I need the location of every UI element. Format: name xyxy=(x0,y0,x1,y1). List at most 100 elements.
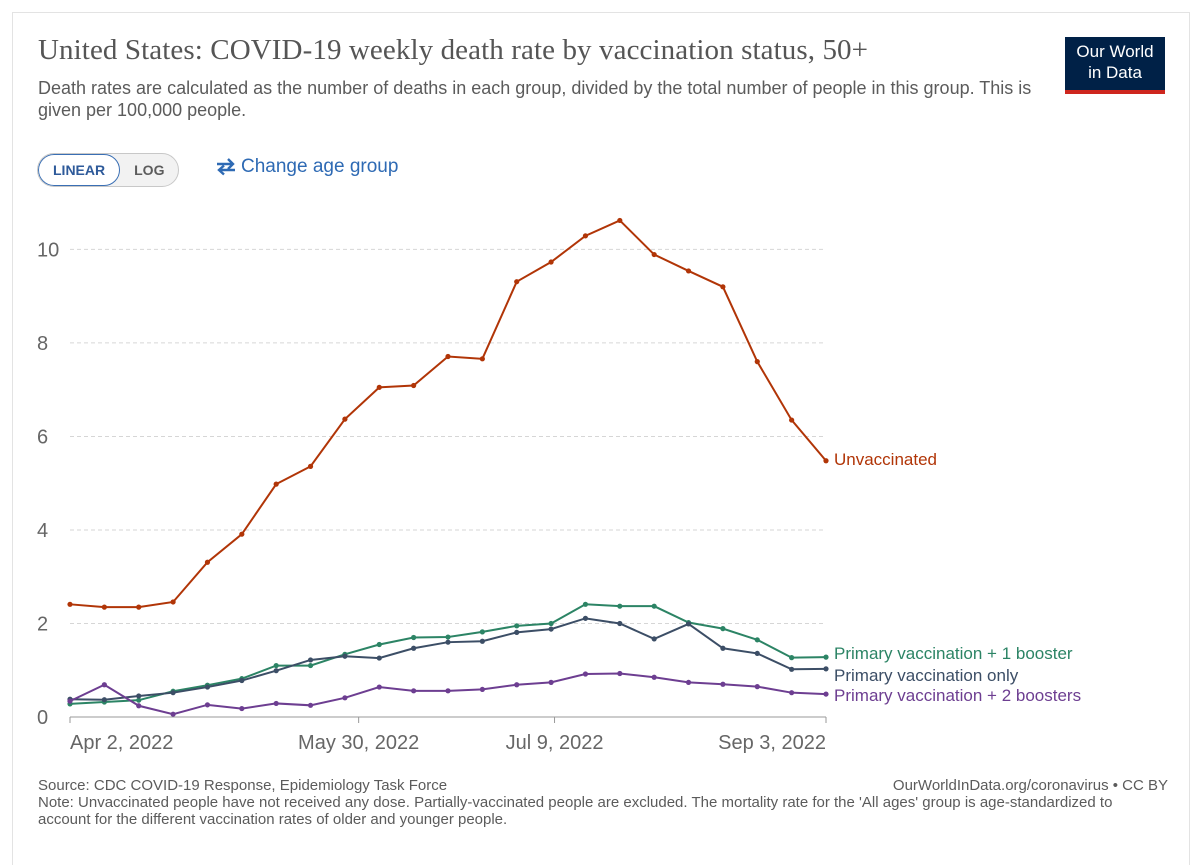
data-point xyxy=(582,233,589,239)
data-point xyxy=(376,655,382,661)
note-text: Note: Unvaccinated people have not recei… xyxy=(38,794,1113,828)
data-point xyxy=(307,662,314,669)
data-point xyxy=(754,637,760,643)
data-point xyxy=(651,674,657,680)
series-line xyxy=(69,672,827,716)
data-point xyxy=(685,679,692,685)
data-point xyxy=(685,621,692,627)
swap-arrows-icon xyxy=(217,158,235,176)
data-point xyxy=(617,670,623,677)
data-point xyxy=(514,623,520,629)
data-point xyxy=(754,684,760,690)
data-point xyxy=(239,531,245,537)
series-label: Primary vaccination only xyxy=(834,666,1019,685)
data-point xyxy=(376,384,382,390)
data-point xyxy=(307,463,314,469)
data-point xyxy=(67,698,73,704)
change-age-group-label: Change age group xyxy=(241,156,399,177)
scale-toggle: LINEAR LOG xyxy=(37,153,180,187)
data-point xyxy=(720,284,726,290)
data-point xyxy=(411,645,417,651)
data-point xyxy=(754,650,760,657)
log-scale-button[interactable]: LOG xyxy=(134,162,165,178)
data-point xyxy=(307,702,314,708)
x-tick-label: Jul 9, 2022 xyxy=(506,732,604,754)
data-point xyxy=(273,668,279,674)
data-point xyxy=(651,636,657,642)
y-tick-label: 10 xyxy=(37,239,59,261)
data-point xyxy=(136,697,142,703)
data-point xyxy=(445,688,451,694)
data-point xyxy=(651,603,657,609)
x-tick-label: May 30, 2022 xyxy=(298,732,419,754)
data-point xyxy=(823,654,829,660)
y-tick-label: 2 xyxy=(37,613,48,635)
data-point xyxy=(514,279,520,285)
data-point xyxy=(170,711,176,717)
data-point xyxy=(479,356,485,362)
data-point xyxy=(548,620,554,627)
data-point xyxy=(273,700,279,707)
data-point xyxy=(754,359,760,365)
data-point xyxy=(720,681,726,687)
data-point xyxy=(445,639,451,645)
data-point xyxy=(789,666,795,672)
data-point xyxy=(67,601,73,607)
series-line xyxy=(69,219,827,609)
data-point xyxy=(582,601,589,607)
data-point xyxy=(685,268,692,274)
data-point xyxy=(823,666,829,672)
series-label: Primary vaccination + 2 boosters xyxy=(834,686,1081,705)
data-point xyxy=(445,634,451,640)
source-text: Source: CDC COVID-19 Response, Epidemiol… xyxy=(38,777,448,794)
data-point xyxy=(411,382,417,389)
data-point xyxy=(376,684,382,690)
data-point xyxy=(720,626,726,632)
data-point xyxy=(136,703,142,709)
data-point xyxy=(479,638,485,644)
data-point xyxy=(342,653,348,659)
data-point xyxy=(479,686,485,693)
data-point xyxy=(342,695,348,701)
data-point xyxy=(823,458,829,464)
chart-subtitle: Death rates are calculated as the number… xyxy=(38,78,1032,120)
data-point xyxy=(789,417,795,423)
data-point xyxy=(789,655,795,661)
data-point xyxy=(101,604,107,610)
data-point xyxy=(617,603,623,609)
series-label: Unvaccinated xyxy=(834,450,937,469)
logo-line-1: Our World xyxy=(1076,42,1154,61)
linear-scale-button[interactable]: LINEAR xyxy=(38,154,121,186)
data-point xyxy=(101,682,107,688)
data-point xyxy=(617,217,623,224)
data-point xyxy=(273,662,279,669)
data-point xyxy=(411,634,417,641)
data-point xyxy=(411,688,417,694)
logo-line-2: in Data xyxy=(1088,63,1142,82)
series-label: Primary vaccination + 1 booster xyxy=(834,644,1073,663)
data-point xyxy=(273,481,279,487)
data-point xyxy=(479,629,485,635)
data-point xyxy=(136,693,142,699)
data-point xyxy=(548,626,554,632)
data-point xyxy=(204,702,211,708)
data-point xyxy=(307,657,314,663)
data-point xyxy=(239,677,245,684)
x-tick-label: Apr 2, 2022 xyxy=(70,732,173,754)
data-point xyxy=(342,416,348,422)
change-age-group-button[interactable]: Change age group xyxy=(215,156,398,178)
data-point xyxy=(136,604,142,610)
data-point xyxy=(170,599,176,605)
data-point xyxy=(789,690,795,696)
owid-logo[interactable]: Our World in Data xyxy=(1065,37,1165,94)
series-line xyxy=(69,617,827,701)
data-point xyxy=(617,620,623,627)
data-point xyxy=(651,251,657,258)
y-tick-label: 6 xyxy=(37,426,48,448)
data-point xyxy=(582,615,589,621)
url-license[interactable]: OurWorldInData.org/coronavirus • CC BY xyxy=(892,777,1168,794)
data-point xyxy=(548,259,554,265)
chart-title: United States: COVID-19 weekly death rat… xyxy=(38,34,869,66)
data-point xyxy=(720,645,726,651)
